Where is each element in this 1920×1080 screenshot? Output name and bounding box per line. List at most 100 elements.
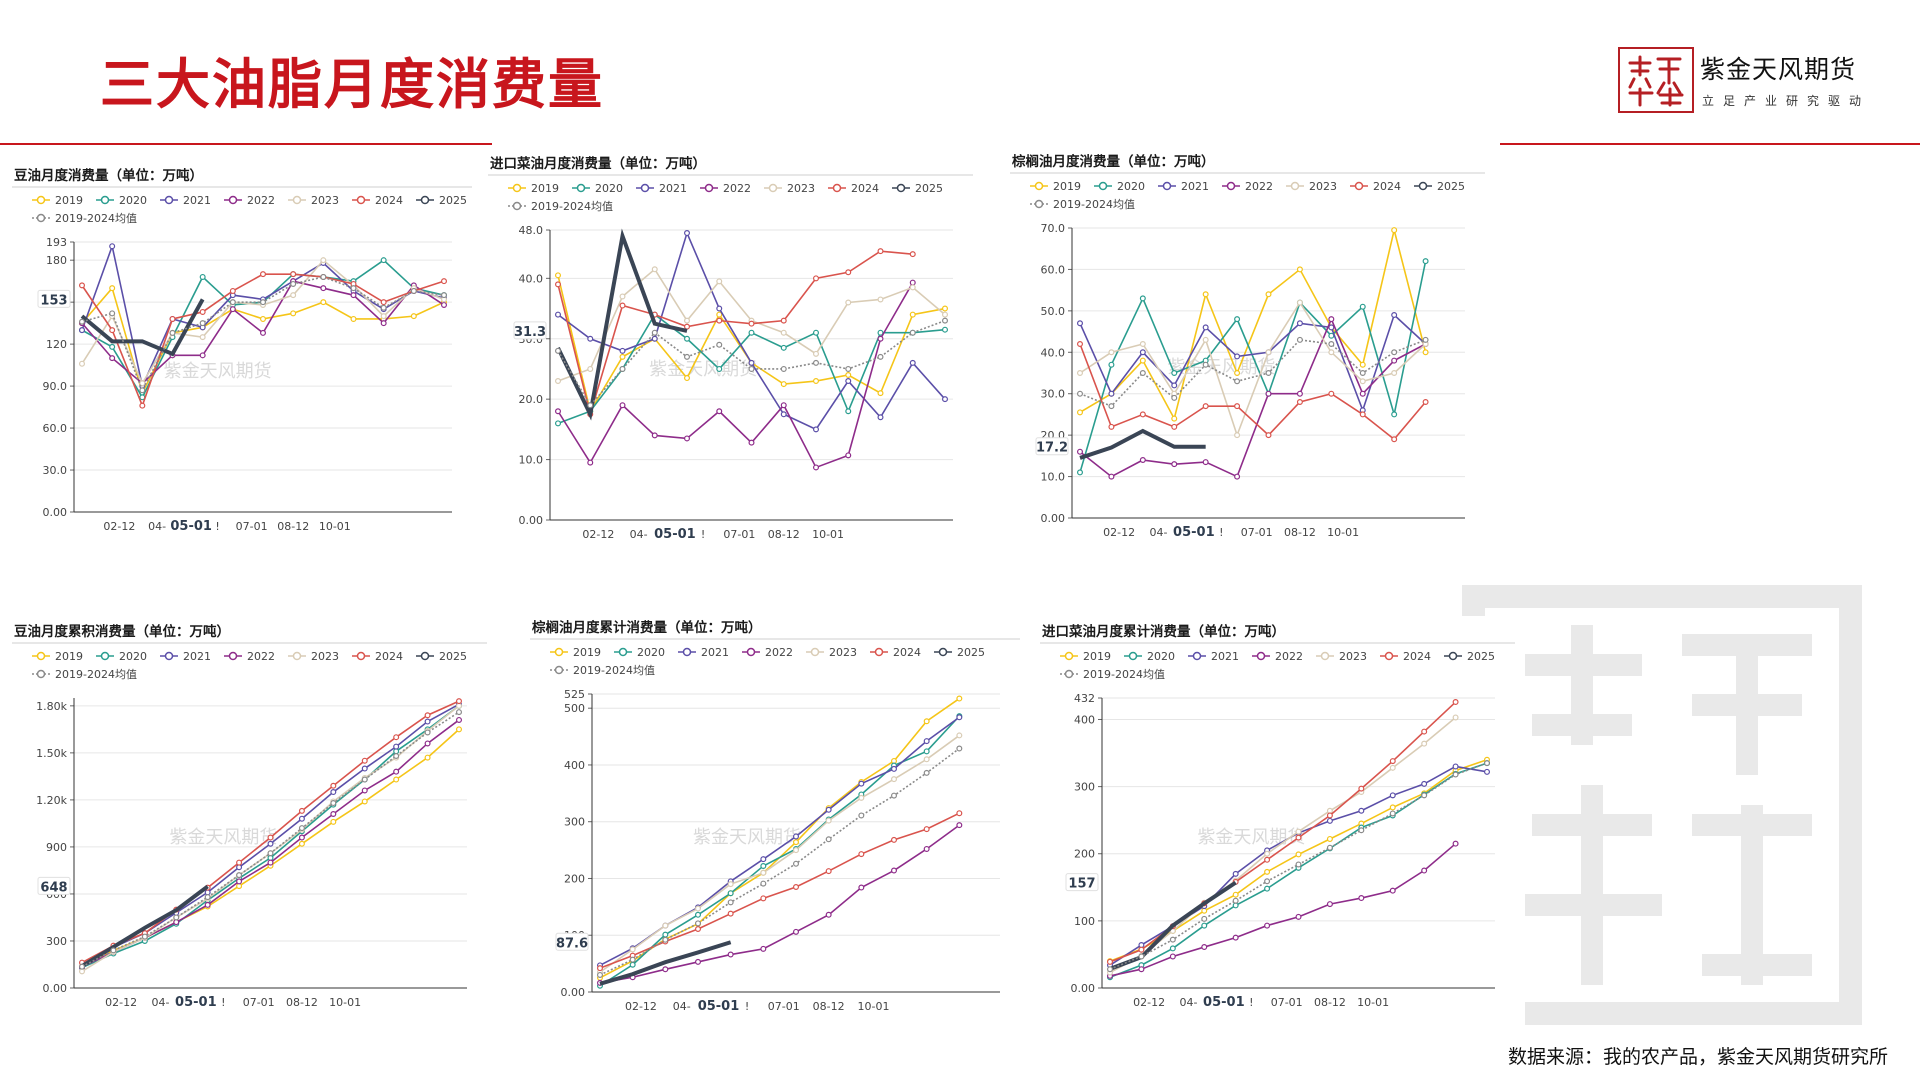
series-2025: [1109, 880, 1237, 971]
series-line: [599, 824, 960, 984]
x-tick-label: 02-12: [625, 1000, 657, 1013]
legend-item-2020[interactable]: 2020: [1124, 650, 1175, 663]
legend-swatch-marker: [36, 213, 46, 223]
data-point: [236, 859, 243, 866]
legend-item-2022[interactable]: 2022: [1252, 650, 1303, 663]
legend-item-2024[interactable]: 2024: [1350, 180, 1401, 193]
legend-item-2019[interactable]: 2019: [508, 182, 559, 195]
legend-item-2021[interactable]: 2021: [1188, 650, 1239, 663]
legend-item-2025[interactable]: 2025: [416, 194, 467, 207]
data-point: [1171, 382, 1178, 389]
legend-item-2024[interactable]: 2024: [352, 194, 403, 207]
data-point: [587, 365, 594, 372]
data-point: [1171, 423, 1178, 430]
data-point: [78, 282, 85, 289]
legend-item-2019-2024均值[interactable]: 2019-2024均值: [1060, 668, 1165, 681]
data-point: [1264, 856, 1271, 863]
legend-label: 2019-2024均值: [1083, 668, 1165, 681]
legend-item-2019-2024均值[interactable]: 2019-2024均值: [550, 664, 655, 677]
marker-value-label: 648: [40, 880, 67, 895]
x-tick-label: !: [221, 996, 225, 1009]
data-point: [298, 840, 305, 847]
series-2025: [599, 940, 732, 986]
legend-item-2023[interactable]: 2023: [288, 194, 339, 207]
chart-watermark: 紫金天风期货: [693, 827, 801, 848]
legend-item-2022[interactable]: 2022: [224, 194, 275, 207]
legend-item-2024[interactable]: 2024: [352, 650, 403, 663]
x-tick-label: 07-01: [1271, 996, 1303, 1009]
legend-item-2020[interactable]: 2020: [1094, 180, 1145, 193]
data-point: [1264, 922, 1271, 929]
legend-item-2020[interactable]: 2020: [96, 650, 147, 663]
data-point: [1234, 316, 1241, 323]
legend-item-2023[interactable]: 2023: [288, 650, 339, 663]
legend-item-2021[interactable]: 2021: [636, 182, 687, 195]
legend-item-2020[interactable]: 2020: [614, 646, 665, 659]
data-point: [825, 806, 832, 813]
data-point: [320, 257, 327, 264]
legend-item-2025[interactable]: 2025: [416, 650, 467, 663]
data-point: [298, 834, 305, 841]
legend-label: 2020: [119, 194, 147, 207]
legend-item-2024[interactable]: 2024: [828, 182, 879, 195]
legend-item-2022[interactable]: 2022: [742, 646, 793, 659]
data-point: [229, 287, 236, 294]
data-point: [877, 329, 884, 336]
data-point: [629, 946, 636, 953]
legend-item-2025[interactable]: 2025: [934, 646, 985, 659]
data-point: [109, 243, 116, 250]
panel-soybean-oil-monthly: 豆油月度消费量（单位：万吨） 2019 2020 2021 2022 2023 2024 20…: [12, 160, 482, 560]
legend-item-2025[interactable]: 2025: [1444, 650, 1495, 663]
legend-item-2022[interactable]: 2022: [1222, 180, 1273, 193]
legend-swatch-marker: [1064, 651, 1074, 661]
legend-item-2019-2024均值[interactable]: 2019-2024均值: [32, 668, 137, 681]
legend-item-2019[interactable]: 2019: [32, 194, 83, 207]
legend-item-2021[interactable]: 2021: [160, 194, 211, 207]
legend-item-2024[interactable]: 2024: [870, 646, 921, 659]
y-tick-label: 432: [1074, 692, 1095, 705]
legend-item-2021[interactable]: 2021: [160, 650, 211, 663]
legend-item-2021[interactable]: 2021: [1158, 180, 1209, 193]
data-point: [780, 344, 787, 351]
data-point: [1139, 411, 1146, 418]
legend-item-2021[interactable]: 2021: [678, 646, 729, 659]
legend-item-2020[interactable]: 2020: [572, 182, 623, 195]
legend-label: 2023: [311, 650, 339, 663]
legend-item-2022[interactable]: 2022: [700, 182, 751, 195]
legend-item-2019-2024均值[interactable]: 2019-2024均值: [32, 212, 137, 225]
legend-item-2024[interactable]: 2024: [1380, 650, 1431, 663]
legend-swatch-marker: [640, 183, 650, 193]
data-point: [78, 968, 85, 975]
legend-swatch-marker: [100, 651, 110, 661]
legend-item-2022[interactable]: 2022: [224, 650, 275, 663]
legend-item-2025[interactable]: 2025: [1414, 180, 1465, 193]
legend-item-2023[interactable]: 2023: [1286, 180, 1337, 193]
x-tick-label: 10-01: [319, 520, 351, 533]
legend-swatch-marker: [228, 195, 238, 205]
legend-item-2019[interactable]: 2019: [32, 650, 83, 663]
legend-item-2019[interactable]: 2019: [1030, 180, 1081, 193]
legend-item-2019[interactable]: 2019: [550, 646, 601, 659]
legend-item-2025[interactable]: 2025: [892, 182, 943, 195]
data-point: [1295, 913, 1302, 920]
legend-item-2019-2024均值[interactable]: 2019-2024均值: [508, 200, 613, 213]
data-point: [1389, 810, 1396, 817]
data-point: [684, 323, 691, 330]
legend-item-2023[interactable]: 2023: [764, 182, 815, 195]
legend-item-2019[interactable]: 2019: [1060, 650, 1111, 663]
legend-swatch-marker: [1320, 651, 1330, 661]
x-tick-label: 02-12: [1133, 996, 1165, 1009]
legend-item-2023[interactable]: 2023: [1316, 650, 1367, 663]
data-point: [956, 745, 963, 752]
legend-swatch-marker: [1256, 651, 1266, 661]
legend-item-2019-2024均值[interactable]: 2019-2024均值: [1030, 198, 1135, 211]
legend-item-2020[interactable]: 2020: [96, 194, 147, 207]
legend-item-2023[interactable]: 2023: [806, 646, 857, 659]
data-point: [1076, 320, 1083, 327]
x-tick-label: 05-01: [1203, 995, 1245, 1010]
data-point: [1106, 958, 1113, 965]
data-point: [1452, 714, 1459, 721]
x-tick-label: 10-01: [1357, 996, 1389, 1009]
legend-swatch-marker: [164, 195, 174, 205]
data-point: [554, 408, 561, 415]
